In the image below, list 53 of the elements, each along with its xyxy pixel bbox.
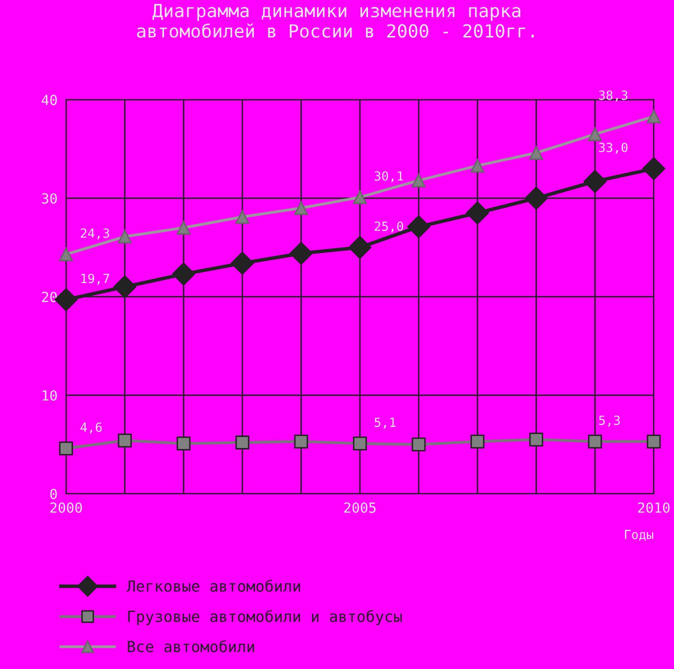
annotation: 38,3 [599, 90, 628, 102]
point [412, 174, 426, 188]
annotation: 25,0 [374, 222, 404, 233]
point [235, 436, 250, 450]
point [348, 236, 372, 259]
point [176, 436, 191, 450]
point [529, 146, 544, 160]
annotation: 5,1 [374, 418, 396, 429]
point [235, 210, 250, 224]
legend-label: Легковые автомобили [126, 580, 300, 592]
point [59, 247, 73, 262]
point [230, 252, 254, 275]
point [524, 186, 548, 210]
point [470, 434, 484, 448]
point [407, 215, 430, 238]
point [294, 434, 308, 448]
y-tick-label: 0 [50, 488, 57, 500]
annotation: 5,3 [599, 416, 620, 427]
point [59, 441, 73, 456]
annotation: 33,0 [599, 142, 628, 154]
y-tick-label: 30 [42, 193, 57, 204]
x-tick-label: 2000 [50, 502, 82, 513]
point [113, 275, 136, 298]
annotation: 30,1 [374, 171, 404, 182]
point [529, 432, 544, 446]
y-tick-label: 40 [42, 94, 57, 106]
point [646, 434, 661, 448]
point [352, 436, 367, 450]
point [466, 201, 489, 224]
chart-title: Диаграмма динамики изменения парка автомобилей в России в 2000 - 2010гг. [137, 4, 534, 38]
annotation: 4,6 [80, 422, 102, 434]
point [588, 434, 602, 448]
point [176, 220, 191, 235]
point [646, 109, 661, 124]
legend-label: Грузовые автомобили и автобусы [128, 610, 402, 626]
annotation: 19,7 [81, 274, 110, 285]
point [470, 158, 484, 173]
x-tick-label: 2010 [638, 502, 670, 513]
point [118, 230, 132, 244]
point [642, 157, 666, 180]
point [588, 127, 602, 142]
x-tick-label: 2005 [344, 502, 376, 513]
x-axis-title: Годы [624, 530, 654, 541]
legend-label: Все автомобили [128, 640, 254, 652]
point [584, 170, 607, 193]
y-tick-label: 10 [42, 390, 57, 401]
point [118, 434, 132, 448]
point [172, 262, 196, 286]
annotation: 24,3 [80, 228, 110, 240]
point [294, 201, 308, 215]
point [412, 438, 426, 452]
point [352, 190, 367, 204]
point [290, 242, 313, 265]
